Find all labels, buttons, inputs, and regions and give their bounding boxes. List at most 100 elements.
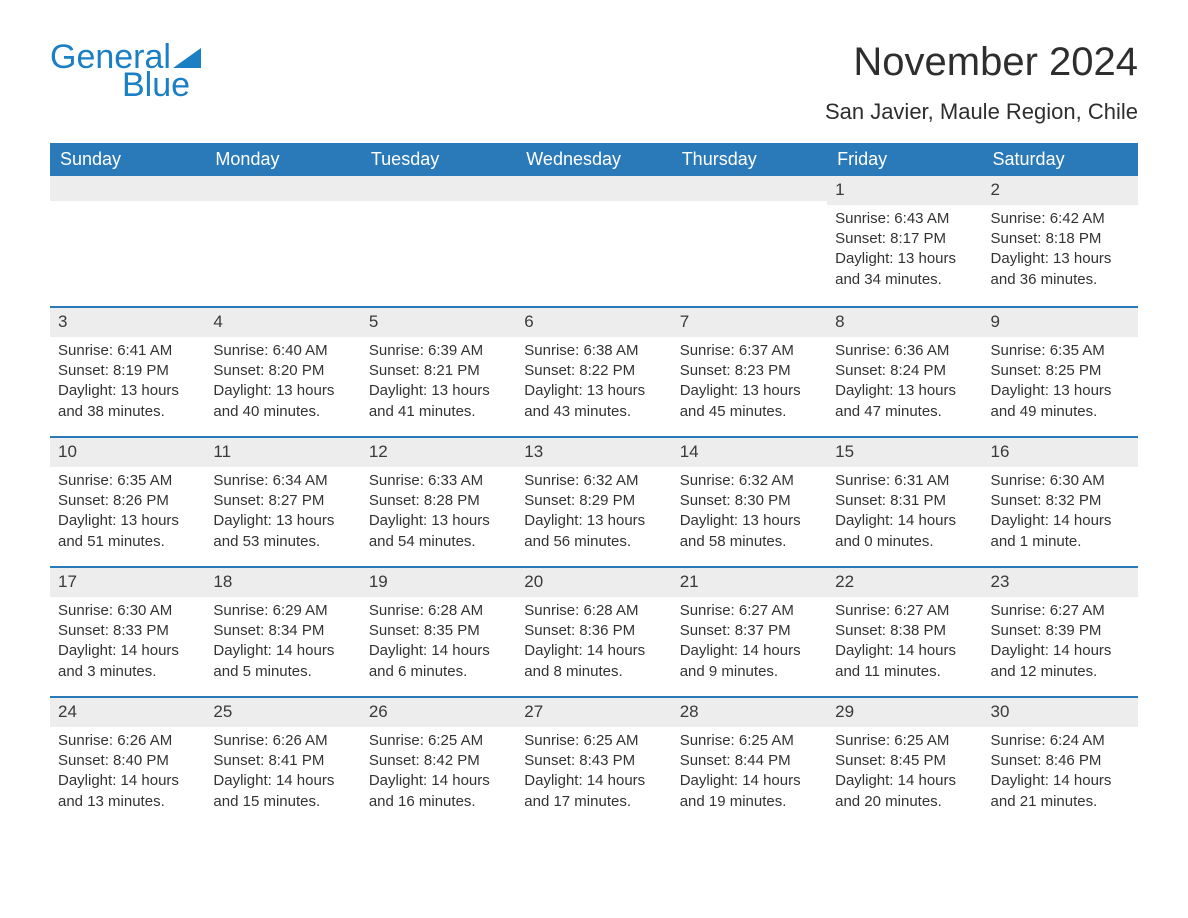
day-cell <box>516 176 671 306</box>
day-number: 2 <box>983 176 1138 205</box>
sunset-text: Sunset: 8:35 PM <box>369 621 508 641</box>
page-title: November 2024 <box>825 40 1138 85</box>
day-number: 28 <box>672 698 827 727</box>
day-cell: 20Sunrise: 6:28 AMSunset: 8:36 PMDayligh… <box>516 568 671 696</box>
daylight-text: Daylight: 13 hours and 45 minutes. <box>680 381 819 422</box>
day-number: 23 <box>983 568 1138 597</box>
day-body: Sunrise: 6:40 AMSunset: 8:20 PMDaylight:… <box>205 337 360 436</box>
daylight-text: Daylight: 13 hours and 58 minutes. <box>680 511 819 552</box>
daylight-text: Daylight: 14 hours and 1 minute. <box>991 511 1130 552</box>
sunrise-text: Sunrise: 6:25 AM <box>680 731 819 751</box>
sunrise-text: Sunrise: 6:27 AM <box>835 601 974 621</box>
day-number: 21 <box>672 568 827 597</box>
day-body: Sunrise: 6:43 AMSunset: 8:17 PMDaylight:… <box>827 205 982 304</box>
day-number: 4 <box>205 308 360 337</box>
sunset-text: Sunset: 8:30 PM <box>680 491 819 511</box>
daylight-text: Daylight: 13 hours and 49 minutes. <box>991 381 1130 422</box>
page-subtitle: San Javier, Maule Region, Chile <box>825 99 1138 125</box>
day-number: 19 <box>361 568 516 597</box>
sunrise-text: Sunrise: 6:32 AM <box>680 471 819 491</box>
sunset-text: Sunset: 8:29 PM <box>524 491 663 511</box>
day-number: 14 <box>672 438 827 467</box>
week-row: 10Sunrise: 6:35 AMSunset: 8:26 PMDayligh… <box>50 436 1138 566</box>
logo: General Blue <box>50 40 201 102</box>
day-number <box>672 176 827 201</box>
daylight-text: Daylight: 13 hours and 34 minutes. <box>835 249 974 290</box>
day-body: Sunrise: 6:28 AMSunset: 8:35 PMDaylight:… <box>361 597 516 696</box>
sunset-text: Sunset: 8:23 PM <box>680 361 819 381</box>
daylight-text: Daylight: 13 hours and 38 minutes. <box>58 381 197 422</box>
sunrise-text: Sunrise: 6:25 AM <box>524 731 663 751</box>
day-body: Sunrise: 6:27 AMSunset: 8:38 PMDaylight:… <box>827 597 982 696</box>
day-cell: 3Sunrise: 6:41 AMSunset: 8:19 PMDaylight… <box>50 308 205 436</box>
day-cell: 29Sunrise: 6:25 AMSunset: 8:45 PMDayligh… <box>827 698 982 826</box>
day-body: Sunrise: 6:41 AMSunset: 8:19 PMDaylight:… <box>50 337 205 436</box>
day-number: 1 <box>827 176 982 205</box>
sunrise-text: Sunrise: 6:31 AM <box>835 471 974 491</box>
day-body: Sunrise: 6:32 AMSunset: 8:29 PMDaylight:… <box>516 467 671 566</box>
sunset-text: Sunset: 8:36 PM <box>524 621 663 641</box>
day-body: Sunrise: 6:25 AMSunset: 8:43 PMDaylight:… <box>516 727 671 826</box>
calendar-weeks: 1Sunrise: 6:43 AMSunset: 8:17 PMDaylight… <box>50 176 1138 826</box>
sunset-text: Sunset: 8:45 PM <box>835 751 974 771</box>
day-body: Sunrise: 6:30 AMSunset: 8:33 PMDaylight:… <box>50 597 205 696</box>
daylight-text: Daylight: 14 hours and 6 minutes. <box>369 641 508 682</box>
daylight-text: Daylight: 14 hours and 0 minutes. <box>835 511 974 552</box>
day-body: Sunrise: 6:33 AMSunset: 8:28 PMDaylight:… <box>361 467 516 566</box>
day-body: Sunrise: 6:26 AMSunset: 8:40 PMDaylight:… <box>50 727 205 826</box>
sunrise-text: Sunrise: 6:37 AM <box>680 341 819 361</box>
day-cell: 2Sunrise: 6:42 AMSunset: 8:18 PMDaylight… <box>983 176 1138 306</box>
sunset-text: Sunset: 8:22 PM <box>524 361 663 381</box>
daylight-text: Daylight: 13 hours and 40 minutes. <box>213 381 352 422</box>
day-number <box>516 176 671 201</box>
day-body: Sunrise: 6:36 AMSunset: 8:24 PMDaylight:… <box>827 337 982 436</box>
sunrise-text: Sunrise: 6:34 AM <box>213 471 352 491</box>
daylight-text: Daylight: 13 hours and 36 minutes. <box>991 249 1130 290</box>
sunrise-text: Sunrise: 6:25 AM <box>369 731 508 751</box>
weekday-header: Monday <box>205 143 360 176</box>
day-number: 10 <box>50 438 205 467</box>
daylight-text: Daylight: 14 hours and 19 minutes. <box>680 771 819 812</box>
day-number: 13 <box>516 438 671 467</box>
sunset-text: Sunset: 8:20 PM <box>213 361 352 381</box>
day-number: 22 <box>827 568 982 597</box>
day-number: 27 <box>516 698 671 727</box>
sunrise-text: Sunrise: 6:35 AM <box>991 341 1130 361</box>
day-cell: 27Sunrise: 6:25 AMSunset: 8:43 PMDayligh… <box>516 698 671 826</box>
day-body: Sunrise: 6:32 AMSunset: 8:30 PMDaylight:… <box>672 467 827 566</box>
sunset-text: Sunset: 8:33 PM <box>58 621 197 641</box>
sunset-text: Sunset: 8:19 PM <box>58 361 197 381</box>
daylight-text: Daylight: 14 hours and 16 minutes. <box>369 771 508 812</box>
day-body: Sunrise: 6:25 AMSunset: 8:45 PMDaylight:… <box>827 727 982 826</box>
daylight-text: Daylight: 14 hours and 17 minutes. <box>524 771 663 812</box>
day-cell: 15Sunrise: 6:31 AMSunset: 8:31 PMDayligh… <box>827 438 982 566</box>
sunset-text: Sunset: 8:26 PM <box>58 491 197 511</box>
day-number: 25 <box>205 698 360 727</box>
day-number: 8 <box>827 308 982 337</box>
sunset-text: Sunset: 8:39 PM <box>991 621 1130 641</box>
daylight-text: Daylight: 13 hours and 51 minutes. <box>58 511 197 552</box>
day-body: Sunrise: 6:28 AMSunset: 8:36 PMDaylight:… <box>516 597 671 696</box>
sunset-text: Sunset: 8:25 PM <box>991 361 1130 381</box>
sunrise-text: Sunrise: 6:30 AM <box>991 471 1130 491</box>
week-row: 3Sunrise: 6:41 AMSunset: 8:19 PMDaylight… <box>50 306 1138 436</box>
day-number: 24 <box>50 698 205 727</box>
sunrise-text: Sunrise: 6:26 AM <box>213 731 352 751</box>
day-cell: 14Sunrise: 6:32 AMSunset: 8:30 PMDayligh… <box>672 438 827 566</box>
sunset-text: Sunset: 8:31 PM <box>835 491 974 511</box>
daylight-text: Daylight: 14 hours and 11 minutes. <box>835 641 974 682</box>
sunset-text: Sunset: 8:17 PM <box>835 229 974 249</box>
daylight-text: Daylight: 14 hours and 5 minutes. <box>213 641 352 682</box>
daylight-text: Daylight: 13 hours and 54 minutes. <box>369 511 508 552</box>
day-number: 18 <box>205 568 360 597</box>
day-cell: 19Sunrise: 6:28 AMSunset: 8:35 PMDayligh… <box>361 568 516 696</box>
sunrise-text: Sunrise: 6:25 AM <box>835 731 974 751</box>
day-cell: 22Sunrise: 6:27 AMSunset: 8:38 PMDayligh… <box>827 568 982 696</box>
day-body: Sunrise: 6:25 AMSunset: 8:44 PMDaylight:… <box>672 727 827 826</box>
sunset-text: Sunset: 8:34 PM <box>213 621 352 641</box>
weekday-header: Wednesday <box>516 143 671 176</box>
sunset-text: Sunset: 8:28 PM <box>369 491 508 511</box>
sunrise-text: Sunrise: 6:27 AM <box>991 601 1130 621</box>
sunrise-text: Sunrise: 6:39 AM <box>369 341 508 361</box>
day-cell <box>50 176 205 306</box>
